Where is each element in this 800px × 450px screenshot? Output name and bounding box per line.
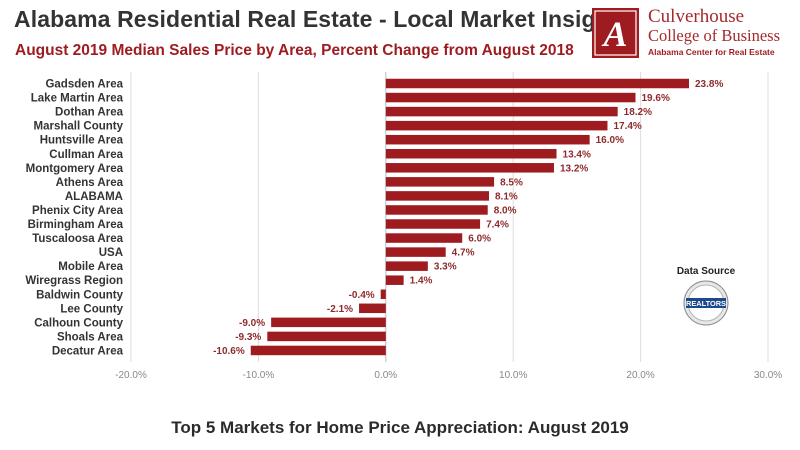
value-label: 7.4% <box>486 220 509 231</box>
category-label: Athens Area <box>56 177 124 189</box>
value-label: 8.5% <box>500 177 523 188</box>
category-label: Cullman Area <box>49 149 123 161</box>
bar <box>385 177 495 187</box>
bar <box>385 275 404 285</box>
category-label: Lake Martin Area <box>31 93 124 105</box>
category-label: Baldwin County <box>36 289 123 301</box>
category-label: Huntsville Area <box>40 135 124 147</box>
category-label: Tuscaloosa Area <box>32 233 123 245</box>
bar <box>385 163 554 173</box>
category-label: ALABAMA <box>65 191 123 203</box>
value-label: 13.4% <box>563 149 591 160</box>
bar <box>385 191 489 201</box>
category-label: Shoals Area <box>57 331 124 343</box>
category-label: Dothan Area <box>55 107 124 119</box>
culverhouse-logo: A Culverhouse College of Business Alabam… <box>592 6 797 60</box>
badge-text: REALTORS <box>686 299 726 308</box>
x-tick-label: -20.0% <box>115 370 147 381</box>
logo-letter: A <box>601 14 627 54</box>
value-label: 17.4% <box>613 121 641 132</box>
bar <box>385 205 488 215</box>
category-label: Marshall County <box>34 121 124 133</box>
value-label: 19.6% <box>642 93 670 104</box>
x-tick-label: 0.0% <box>374 370 397 381</box>
bar <box>385 120 608 131</box>
category-label: Montgomery Area <box>26 163 124 175</box>
bar <box>385 219 481 229</box>
script-a-logo-icon: A <box>592 8 639 58</box>
realtors-badge-icon: REALTORS <box>683 280 729 326</box>
chart-subtitle: August 2019 Median Sales Price by Area, … <box>15 42 574 59</box>
value-label: -10.6% <box>213 346 245 357</box>
bar <box>385 149 557 159</box>
value-label: 8.1% <box>495 191 518 202</box>
x-tick-label: 10.0% <box>499 370 527 381</box>
bar <box>271 317 386 328</box>
bar <box>385 261 428 271</box>
bar <box>385 92 636 103</box>
value-label: 3.3% <box>434 262 457 273</box>
chart-title: Alabama Residential Real Estate - Local … <box>14 6 631 32</box>
logo-school: College of Business <box>648 26 780 45</box>
bar <box>385 233 463 243</box>
value-label: 4.7% <box>452 248 475 259</box>
value-label: -2.1% <box>327 304 353 315</box>
category-label: Birmingham Area <box>28 219 124 231</box>
category-label: Lee County <box>60 303 123 315</box>
value-label: -9.3% <box>235 332 261 343</box>
bar-layer <box>250 78 690 356</box>
bar <box>250 345 386 356</box>
x-tick-label: 20.0% <box>626 370 654 381</box>
value-label: 18.2% <box>624 107 652 118</box>
footer-caption: Top 5 Markets for Home Price Appreciatio… <box>171 418 629 437</box>
category-label: Gadsden Area <box>45 79 123 91</box>
value-label: 13.2% <box>560 163 588 174</box>
bar <box>380 289 386 299</box>
data-source-label: Data Source <box>676 266 736 277</box>
grid-layer: -20.0% -10.0% 0.0% 10.0% 20.0% 30.0% <box>115 72 782 381</box>
value-label: 23.8% <box>695 79 723 90</box>
bar <box>267 331 386 342</box>
value-label: 16.0% <box>596 135 624 146</box>
x-tick-label: 30.0% <box>754 370 782 381</box>
logo-name: Culverhouse <box>648 6 745 27</box>
value-label: -9.0% <box>239 318 265 329</box>
logo-center: Alabama Center for Real Estate <box>648 47 775 57</box>
category-label: Decatur Area <box>52 345 124 357</box>
bar-chart: -20.0% -10.0% 0.0% 10.0% 20.0% 30.0% Gadsden … <box>25 72 782 381</box>
data-source: Data Source REALTORS <box>666 266 746 330</box>
category-label: Calhoun County <box>34 317 123 329</box>
bar <box>385 78 690 89</box>
x-tick-label: -10.0% <box>243 370 275 381</box>
category-label: USA <box>99 247 123 259</box>
value-label: 1.4% <box>410 276 433 287</box>
category-label: Wiregrass Region <box>25 275 123 287</box>
category-label: Phenix City Area <box>32 205 124 217</box>
label-layer: Gadsden Area 23.8% Lake Martin Area 19.6% Do… <box>25 79 723 358</box>
value-label: 8.0% <box>494 205 517 216</box>
bar <box>385 134 590 145</box>
value-label: 6.0% <box>468 234 491 245</box>
value-label: -0.4% <box>349 290 375 301</box>
bar <box>385 106 618 117</box>
category-label: Mobile Area <box>58 261 123 273</box>
bar <box>359 303 386 314</box>
bar <box>385 247 446 257</box>
